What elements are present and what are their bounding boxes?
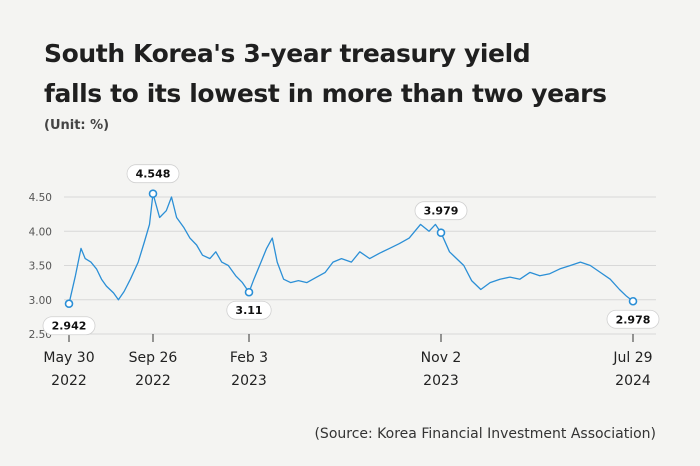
x-tick-label-year: 2022 xyxy=(135,373,171,389)
callout-label: 2.978 xyxy=(616,313,651,326)
x-tick-label: Nov 2 xyxy=(421,350,462,366)
callout-box xyxy=(126,164,180,184)
callout-box xyxy=(414,201,468,221)
chart-title: South Korea's 3-year treasury yield fall… xyxy=(44,34,664,114)
x-tick-label-year: 2023 xyxy=(423,373,459,389)
callout-box xyxy=(226,300,272,320)
callout-label: 3.979 xyxy=(424,205,459,218)
y-tick-label: 3.00 xyxy=(29,295,52,307)
data-point-marker xyxy=(436,228,446,237)
y-tick-label: 3.50 xyxy=(29,261,52,273)
x-tick-label: May 30 xyxy=(43,350,94,366)
title-line-1: South Korea's 3-year treasury yield xyxy=(44,39,531,68)
x-tick-label: Sep 26 xyxy=(129,350,178,366)
x-tick-label-year: 2022 xyxy=(51,373,87,389)
callout-label: 2.942 xyxy=(52,320,87,333)
x-tick-label-year: 2024 xyxy=(615,373,651,389)
data-point-marker xyxy=(64,299,74,309)
callout-box xyxy=(606,309,660,329)
title-line-2: falls to its lowest in more than two yea… xyxy=(44,79,607,108)
callout-box xyxy=(42,316,96,336)
callout-label: 3.11 xyxy=(235,304,262,317)
data-point-marker xyxy=(628,296,638,306)
series-line xyxy=(68,193,634,304)
y-tick-label: 4.50 xyxy=(29,192,52,204)
data-point-marker xyxy=(244,287,254,297)
x-tick-label-year: 2023 xyxy=(231,373,267,389)
source-note: (Source: Korea Financial Investment Asso… xyxy=(314,426,656,442)
x-tick-label: Jul 29 xyxy=(612,350,652,366)
x-tick-label: Feb 3 xyxy=(230,350,268,366)
callout-label: 4.548 xyxy=(136,168,171,181)
y-tick-label: 4.00 xyxy=(29,226,52,238)
data-point-marker xyxy=(148,189,158,199)
unit-label: (Unit: %) xyxy=(44,118,110,133)
